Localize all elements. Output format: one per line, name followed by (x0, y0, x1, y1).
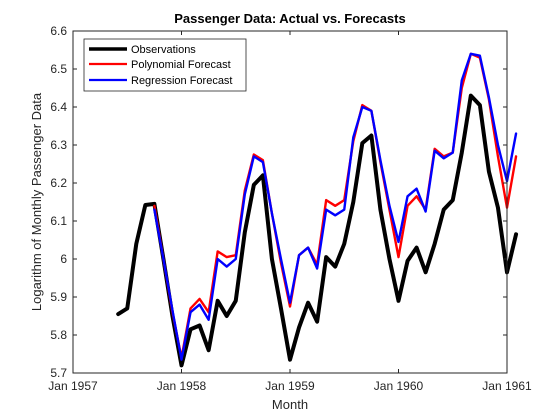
y-tick-label: 5.9 (50, 290, 67, 304)
y-tick-label: 6.3 (50, 138, 67, 152)
series-layer (116, 52, 519, 368)
y-tick-label: 6.2 (50, 176, 67, 190)
x-tick-label: Jan 1958 (157, 379, 207, 393)
x-tick-label: Jan 1961 (482, 379, 532, 393)
legend-label-regression: Regression Forecast (131, 75, 233, 87)
x-axis-title: Month (272, 397, 308, 412)
ticks-layer: Jan 1957 Jan 1958 Jan 1959 Jan 1960 Jan 1961… (48, 24, 532, 393)
y-tick-label: 5.7 (50, 366, 67, 380)
legend-label-observations: Observations (131, 44, 196, 56)
y-tick-label: 6.4 (50, 100, 67, 114)
x-tick-label: Jan 1960 (374, 379, 424, 393)
legend-label-polynomial: Polynomial Forecast (131, 59, 231, 71)
x-tick-label: Jan 1959 (265, 379, 315, 393)
y-tick-label: 6.5 (50, 62, 67, 76)
y-tick-label: 6 (60, 252, 67, 266)
legend: Observations Polynomial Forecast Regress… (83, 38, 247, 92)
y-tick-label: 5.8 (50, 328, 67, 342)
y-tick-label: 6.6 (50, 24, 67, 38)
y-tick-label: 6.1 (50, 214, 67, 228)
series-line-regression-forecast (153, 52, 518, 361)
series-line-observations (116, 93, 519, 368)
chart-title: Passenger Data: Actual vs. Forecasts (174, 11, 405, 26)
x-tick-label: Jan 1957 (48, 379, 98, 393)
y-axis-title: Logarithm of Monthly Passenger Data (29, 92, 44, 311)
